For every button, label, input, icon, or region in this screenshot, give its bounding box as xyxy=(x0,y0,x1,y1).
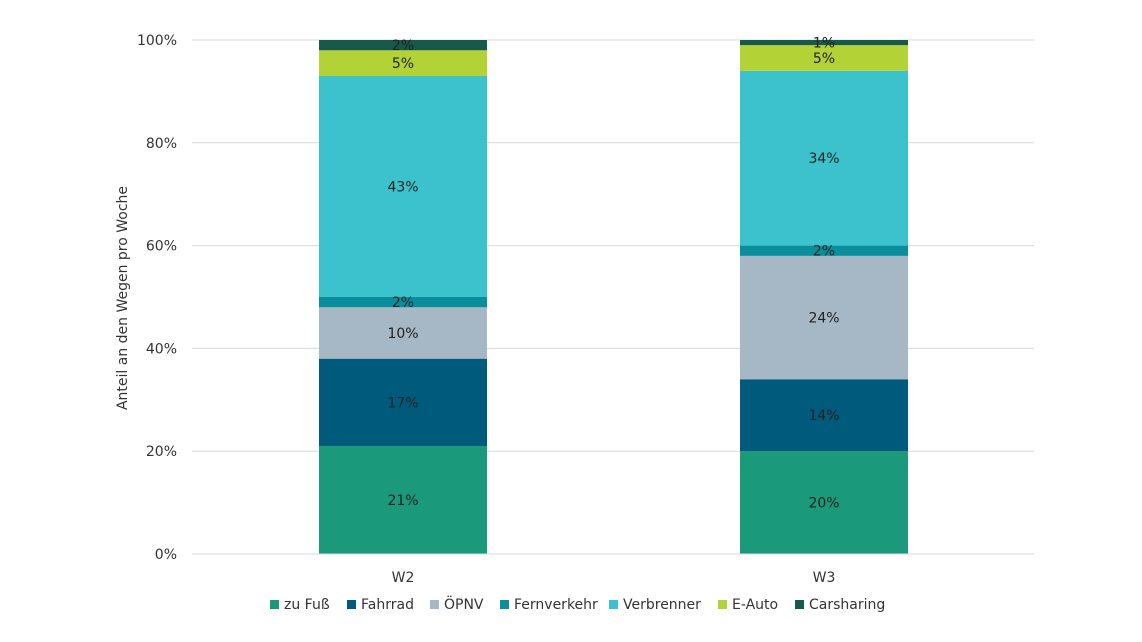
legend-label: Fernverkehr xyxy=(514,597,598,613)
legend-item: Fernverkehr xyxy=(500,597,598,613)
y-tick-label: 0% xyxy=(155,547,177,563)
x-tick-label: W3 xyxy=(813,570,836,586)
legend-item: ÖPNV xyxy=(430,595,484,613)
y-tick-label: 20% xyxy=(146,444,177,460)
x-tick-label: W2 xyxy=(392,570,415,586)
legend-item: Verbrenner xyxy=(609,597,701,613)
legend-item: Fahrrad xyxy=(347,597,414,613)
data-label: 17% xyxy=(387,395,418,411)
legend-item: E-Auto xyxy=(718,597,778,613)
data-labels: 21%17%10%2%43%5%2%20%14%24%2%34%5%1% xyxy=(387,36,839,512)
legend-item: zu Fuß xyxy=(270,597,330,613)
data-label: 2% xyxy=(392,38,414,54)
y-tick-label: 60% xyxy=(146,239,177,255)
data-label: 1% xyxy=(813,36,835,52)
x-axis-ticks: W2 W3 xyxy=(192,553,1034,586)
y-tick-label: 80% xyxy=(146,136,177,152)
bar-segment xyxy=(319,75,487,297)
bar-segment xyxy=(319,307,487,359)
bar-segment xyxy=(740,45,908,71)
bar-segment xyxy=(740,70,908,246)
y-axis-label: Anteil an den Wegen pro Woche xyxy=(115,186,131,410)
legend-item: Carsharing xyxy=(795,597,885,613)
data-label: 21% xyxy=(387,493,418,509)
data-label: 2% xyxy=(392,295,414,311)
legend: zu Fuß Fahrrad ÖPNV Fernverkehr Verbrenner E-… xyxy=(270,595,885,613)
legend-label: Fahrrad xyxy=(361,597,414,613)
bars xyxy=(319,40,908,554)
bar-segment xyxy=(319,358,487,447)
bar-segment xyxy=(319,40,487,51)
data-label: 24% xyxy=(808,311,839,327)
data-label: 34% xyxy=(808,151,839,167)
bar-segment xyxy=(319,297,487,308)
bar-segment xyxy=(740,451,908,554)
y-tick-label: 40% xyxy=(146,341,177,357)
legend-label: Carsharing xyxy=(809,597,885,613)
legend-swatch xyxy=(500,600,509,609)
bar-segment xyxy=(740,379,908,452)
bar-segment xyxy=(740,255,908,380)
legend-swatch xyxy=(430,600,439,609)
data-label: 10% xyxy=(387,326,418,342)
data-label: 14% xyxy=(808,408,839,424)
data-label: 43% xyxy=(387,179,418,195)
legend-swatch xyxy=(609,600,618,609)
data-label: 5% xyxy=(392,56,414,72)
legend-label: E-Auto xyxy=(732,597,778,613)
data-label: 20% xyxy=(808,496,839,512)
legend-swatch xyxy=(795,600,804,609)
legend-swatch xyxy=(270,600,279,609)
legend-label: zu Fuß xyxy=(284,597,330,613)
bar-segment xyxy=(740,245,908,256)
legend-label: Verbrenner xyxy=(623,597,701,613)
bar-segment xyxy=(740,40,908,46)
bar-segment xyxy=(319,50,487,76)
data-label: 2% xyxy=(813,244,835,260)
y-axis-ticks: 0% 20% 40% 60% 80% 100% xyxy=(137,33,177,563)
y-tick-label: 100% xyxy=(137,33,177,49)
legend-swatch xyxy=(718,600,727,609)
bar-segment xyxy=(319,446,487,554)
data-label: 5% xyxy=(813,51,835,67)
legend-swatch xyxy=(347,600,356,609)
legend-label: ÖPNV xyxy=(444,595,484,613)
